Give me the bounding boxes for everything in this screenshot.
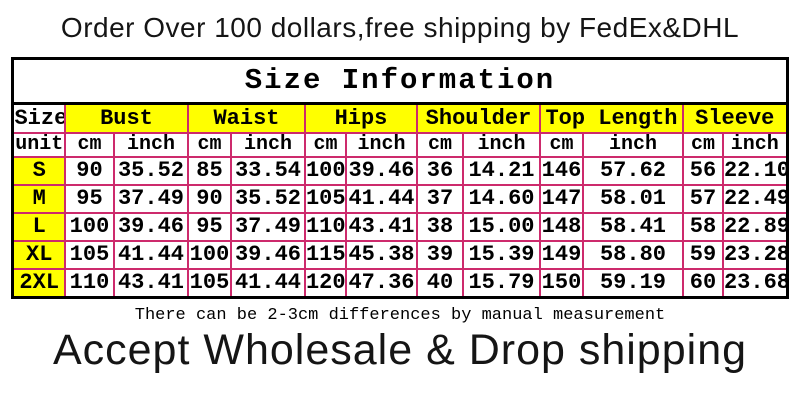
measurement-value: 105 — [186, 268, 232, 299]
table-row: XL 105 41.44 100 39.46 115 45.38 39 15.3… — [11, 240, 789, 270]
measurement-value: 90 — [63, 156, 115, 186]
measurement-value: 36 — [415, 156, 464, 186]
size-information-table: Size Information Size Bust Waist Hips Sh… — [11, 57, 789, 299]
unit-label: inch — [344, 132, 418, 158]
unit-label: inch — [721, 132, 789, 158]
table-row: M 95 37.49 90 35.52 105 41.44 37 14.60 1… — [11, 184, 789, 214]
table-row: 2XL 110 43.41 105 41.44 120 47.36 40 15.… — [11, 268, 789, 299]
measurement-value: 58 — [681, 212, 724, 242]
measurement-value: 100 — [303, 156, 347, 186]
measurement-value: 45.38 — [344, 240, 418, 270]
measurement-value: 105 — [63, 240, 115, 270]
table-group-header-row: Size Bust Waist Hips Shoulder Top Length… — [11, 102, 789, 134]
unit-label: inch — [229, 132, 306, 158]
measurement-value: 146 — [538, 156, 584, 186]
measurement-value: 59 — [681, 240, 724, 270]
table-title-row: Size Information — [11, 57, 789, 105]
measurement-value: 95 — [186, 212, 232, 242]
measurement-value: 110 — [63, 268, 115, 299]
unit-label: cm — [681, 132, 724, 158]
unit-label: inch — [112, 132, 189, 158]
measurement-value: 150 — [538, 268, 584, 299]
measurement-value: 100 — [186, 240, 232, 270]
unit-label: cm — [63, 132, 115, 158]
measurement-value: 39.46 — [112, 212, 189, 242]
size-label: XL — [11, 240, 66, 270]
measurement-value: 148 — [538, 212, 584, 242]
measurement-value: 35.52 — [112, 156, 189, 186]
group-header-waist: Waist — [186, 102, 306, 134]
measurement-value: 22.49 — [721, 184, 789, 214]
measurement-value: 22.89 — [721, 212, 789, 242]
unit-label: inch — [581, 132, 684, 158]
measurement-value: 38 — [415, 212, 464, 242]
group-header-top-length: Top Length — [538, 102, 684, 134]
size-label: L — [11, 212, 66, 242]
measurement-value: 41.44 — [112, 240, 189, 270]
measurement-value: 41.44 — [229, 268, 306, 299]
measurement-value: 37 — [415, 184, 464, 214]
group-header-hips: Hips — [303, 102, 418, 134]
measurement-note: There can be 2-3cm differences by manual… — [134, 306, 666, 325]
measurement-value: 37.49 — [112, 184, 189, 214]
unit-label: cm — [303, 132, 347, 158]
size-label: M — [11, 184, 66, 214]
measurement-value: 40 — [415, 268, 464, 299]
measurement-value: 43.41 — [344, 212, 418, 242]
measurement-value: 39.46 — [229, 240, 306, 270]
measurement-value: 23.28 — [721, 240, 789, 270]
measurement-value: 15.39 — [461, 240, 541, 270]
measurement-value: 22.10 — [721, 156, 789, 186]
group-header-bust: Bust — [63, 102, 189, 134]
measurement-value: 39.46 — [344, 156, 418, 186]
measurement-value: 33.54 — [229, 156, 306, 186]
group-header-sleeve: Sleeve — [681, 102, 789, 134]
measurement-value: 43.41 — [112, 268, 189, 299]
measurement-value: 23.68 — [721, 268, 789, 299]
measurement-value: 58.01 — [581, 184, 684, 214]
table-row: S 90 35.52 85 33.54 100 39.46 36 14.21 1… — [11, 156, 789, 186]
measurement-value: 47.36 — [344, 268, 418, 299]
measurement-value: 147 — [538, 184, 584, 214]
free-shipping-banner: Order Over 100 dollars,free shipping by … — [60, 12, 740, 43]
measurement-value: 14.21 — [461, 156, 541, 186]
unit-label: cm — [415, 132, 464, 158]
size-label: S — [11, 156, 66, 186]
measurement-value: 56 — [681, 156, 724, 186]
measurement-value: 59.19 — [581, 268, 684, 299]
measurement-value: 60 — [681, 268, 724, 299]
unit-label: inch — [461, 132, 541, 158]
measurement-value: 14.60 — [461, 184, 541, 214]
table-title: Size Information — [11, 57, 789, 105]
measurement-value: 15.00 — [461, 212, 541, 242]
measurement-value: 35.52 — [229, 184, 306, 214]
group-header-shoulder: Shoulder — [415, 102, 541, 134]
measurement-value: 57.62 — [581, 156, 684, 186]
measurement-value: 37.49 — [229, 212, 306, 242]
unit-header: unit — [11, 132, 66, 158]
unit-label: cm — [538, 132, 584, 158]
measurement-value: 120 — [303, 268, 347, 299]
measurement-value: 57 — [681, 184, 724, 214]
measurement-value: 105 — [303, 184, 347, 214]
wholesale-banner: Accept Wholesale & Drop shipping — [52, 326, 748, 374]
measurement-value: 110 — [303, 212, 347, 242]
unit-label: cm — [186, 132, 232, 158]
measurement-value: 58.80 — [581, 240, 684, 270]
measurement-value: 115 — [303, 240, 347, 270]
measurement-value: 85 — [186, 156, 232, 186]
measurement-value: 100 — [63, 212, 115, 242]
measurement-value: 95 — [63, 184, 115, 214]
measurement-value: 58.41 — [581, 212, 684, 242]
measurement-value: 39 — [415, 240, 464, 270]
measurement-value: 41.44 — [344, 184, 418, 214]
measurement-value: 15.79 — [461, 268, 541, 299]
size-column-header: Size — [11, 102, 66, 134]
table-unit-row: unit cm inch cm inch cm inch cm inch cm … — [11, 132, 789, 158]
measurement-value: 90 — [186, 184, 232, 214]
size-label: 2XL — [11, 268, 66, 299]
measurement-value: 149 — [538, 240, 584, 270]
table-row: L 100 39.46 95 37.49 110 43.41 38 15.00 … — [11, 212, 789, 242]
